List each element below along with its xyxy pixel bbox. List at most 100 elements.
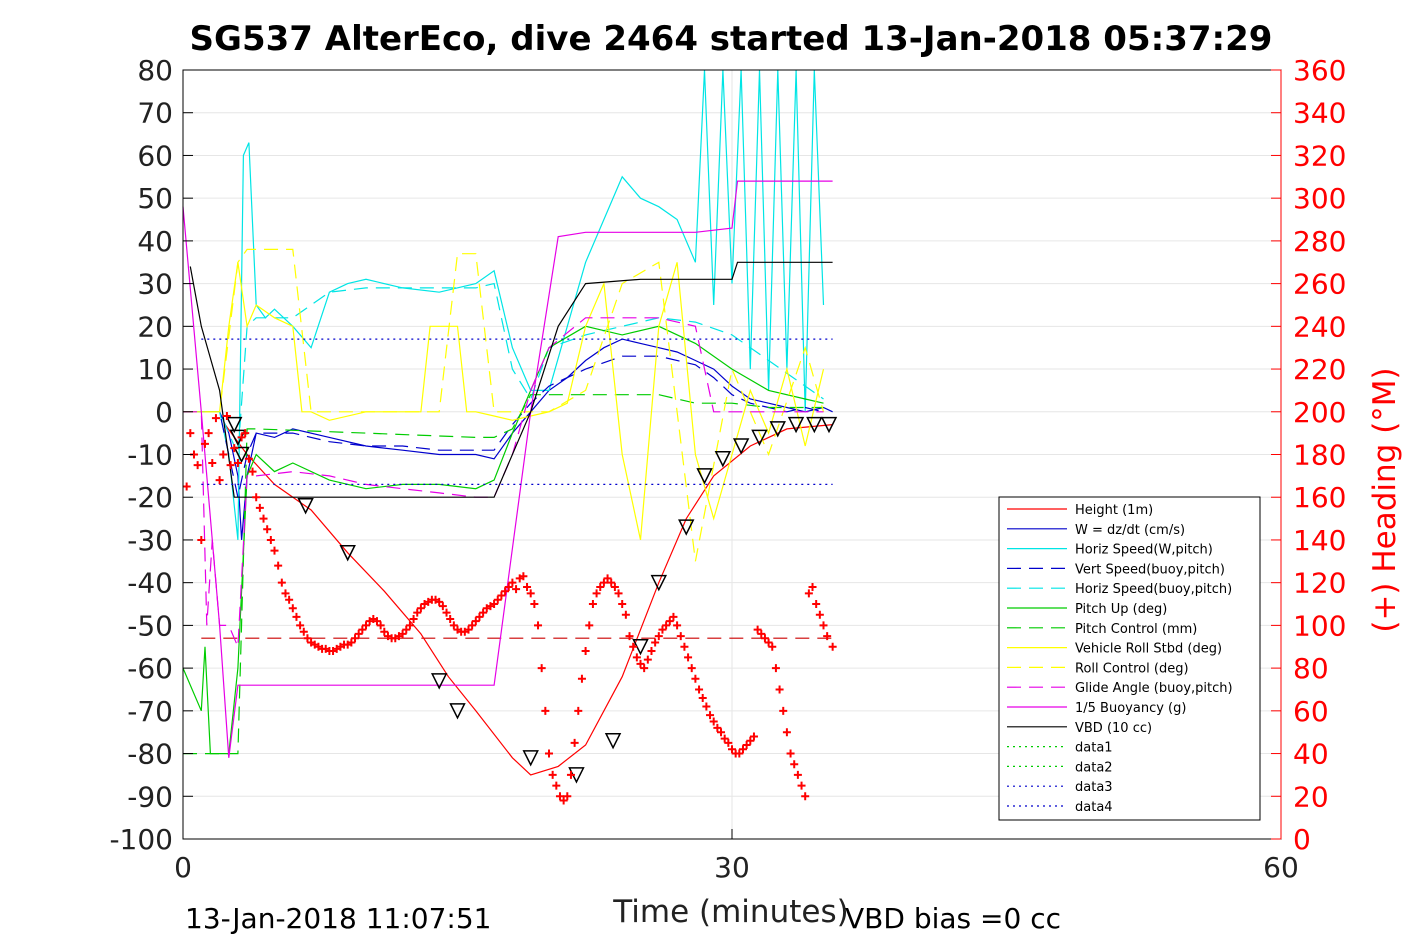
- heading-marker: [680, 642, 689, 651]
- heading-marker: [526, 589, 535, 598]
- heading-marker: [588, 600, 597, 609]
- heading-marker: [662, 621, 671, 630]
- heading-marker: [244, 454, 253, 463]
- heading-marker: [636, 659, 645, 668]
- heading-marker: [738, 745, 747, 754]
- heading-marker: [464, 625, 473, 634]
- triangle-marker: [820, 416, 838, 434]
- heading-marker: [804, 589, 813, 598]
- heading-marker: [530, 600, 539, 609]
- x-axis-label: Time (minutes): [612, 894, 848, 930]
- triangle-marker: [226, 416, 243, 434]
- heading-marker: [585, 621, 594, 630]
- heading-marker: [519, 572, 528, 581]
- heading-marker: [248, 467, 257, 476]
- heading-marker: [724, 738, 733, 747]
- heading-marker: [574, 706, 583, 715]
- triangle-marker: [787, 416, 805, 434]
- heading-marker: [698, 694, 707, 703]
- right-y-tick-label: 160: [1293, 481, 1346, 514]
- legend-entry-label: Horiz Speed(buoy,pitch): [1075, 582, 1232, 597]
- heading-marker: [815, 610, 824, 619]
- heading-marker: [292, 612, 301, 621]
- right-y-tick-label: 40: [1293, 738, 1329, 771]
- triangle-marker: [430, 673, 448, 690]
- series-line: [183, 248, 825, 562]
- legend-entry-label: Pitch Control (mm): [1075, 622, 1197, 637]
- heading-marker: [706, 711, 715, 720]
- heading-marker: [797, 781, 806, 790]
- triangle-marker: [604, 732, 622, 750]
- heading-marker: [669, 612, 678, 621]
- heading-marker: [695, 685, 704, 694]
- y-tick-label: 30: [137, 268, 173, 301]
- y-tick-label: 20: [137, 310, 173, 343]
- right-y-tick-label: 0: [1293, 823, 1311, 856]
- heading-marker: [621, 610, 630, 619]
- heading-marker: [603, 574, 612, 583]
- heading-marker: [416, 604, 425, 613]
- heading-marker: [629, 642, 638, 651]
- heading-marker: [182, 482, 191, 491]
- heading-marker: [720, 734, 729, 743]
- series-line: [183, 317, 824, 648]
- heading-marker: [749, 732, 758, 741]
- heading-marker: [673, 621, 682, 630]
- heading-marker: [654, 632, 663, 641]
- heading-marker: [687, 664, 696, 673]
- heading-marker: [230, 444, 239, 453]
- heading-marker: [746, 736, 755, 745]
- heading-marker: [643, 655, 652, 664]
- heading-marker: [651, 638, 660, 647]
- heading-marker: [237, 433, 246, 442]
- y-tick-label: 0: [155, 396, 173, 429]
- heading-marker: [523, 582, 532, 591]
- heading-marker: [625, 632, 634, 641]
- heading-marker: [782, 728, 791, 737]
- legend-entry-label: data3: [1075, 780, 1113, 795]
- triangle-marker: [522, 750, 539, 767]
- heading-marker: [742, 741, 751, 750]
- right-y-tick-label: 260: [1293, 268, 1346, 301]
- heading-marker: [362, 621, 370, 630]
- legend-entry-label: data4: [1075, 800, 1113, 815]
- heading-marker: [504, 582, 513, 591]
- heading-marker: [471, 617, 480, 626]
- heading-marker: [303, 634, 312, 643]
- heading-marker: [607, 578, 616, 587]
- heading-marker: [545, 749, 553, 758]
- heading-marker: [775, 685, 784, 694]
- heading-marker: [534, 621, 543, 630]
- right-y-tick-label: 360: [1293, 54, 1346, 87]
- series-line: [189, 261, 833, 498]
- heading-marker: [409, 614, 418, 623]
- legend-entry-label: data1: [1075, 741, 1113, 756]
- x-tick-label: 0: [174, 851, 192, 884]
- heading-marker: [599, 578, 608, 587]
- heading-marker: [222, 412, 231, 421]
- heading-marker: [760, 634, 769, 643]
- heading-marker: [208, 459, 217, 468]
- right-y-tick-label: 120: [1293, 567, 1346, 600]
- y-tick-label: 50: [137, 182, 173, 215]
- heading-marker: [753, 625, 762, 634]
- heading-marker: [347, 638, 356, 647]
- series-line: [183, 282, 824, 455]
- heading-marker: [676, 632, 685, 641]
- heading-marker: [702, 702, 711, 711]
- legend-entry-label: W = dz/dt (cm/s): [1075, 523, 1185, 538]
- triangle-marker: [339, 545, 356, 562]
- heading-marker: [285, 595, 294, 604]
- heading-marker: [296, 621, 305, 630]
- heading-marker: [219, 450, 228, 459]
- right-y-tick-label: 340: [1293, 97, 1346, 130]
- heading-marker: [735, 749, 744, 758]
- series-line: [182, 180, 833, 758]
- heading-marker: [570, 738, 579, 747]
- legend-entry-label: data2: [1075, 760, 1113, 775]
- y-tick-label: 70: [137, 97, 173, 130]
- right-y-tick-label: 280: [1293, 225, 1346, 258]
- series-line: [183, 394, 824, 755]
- markers: [182, 412, 838, 805]
- heading-marker: [559, 796, 568, 805]
